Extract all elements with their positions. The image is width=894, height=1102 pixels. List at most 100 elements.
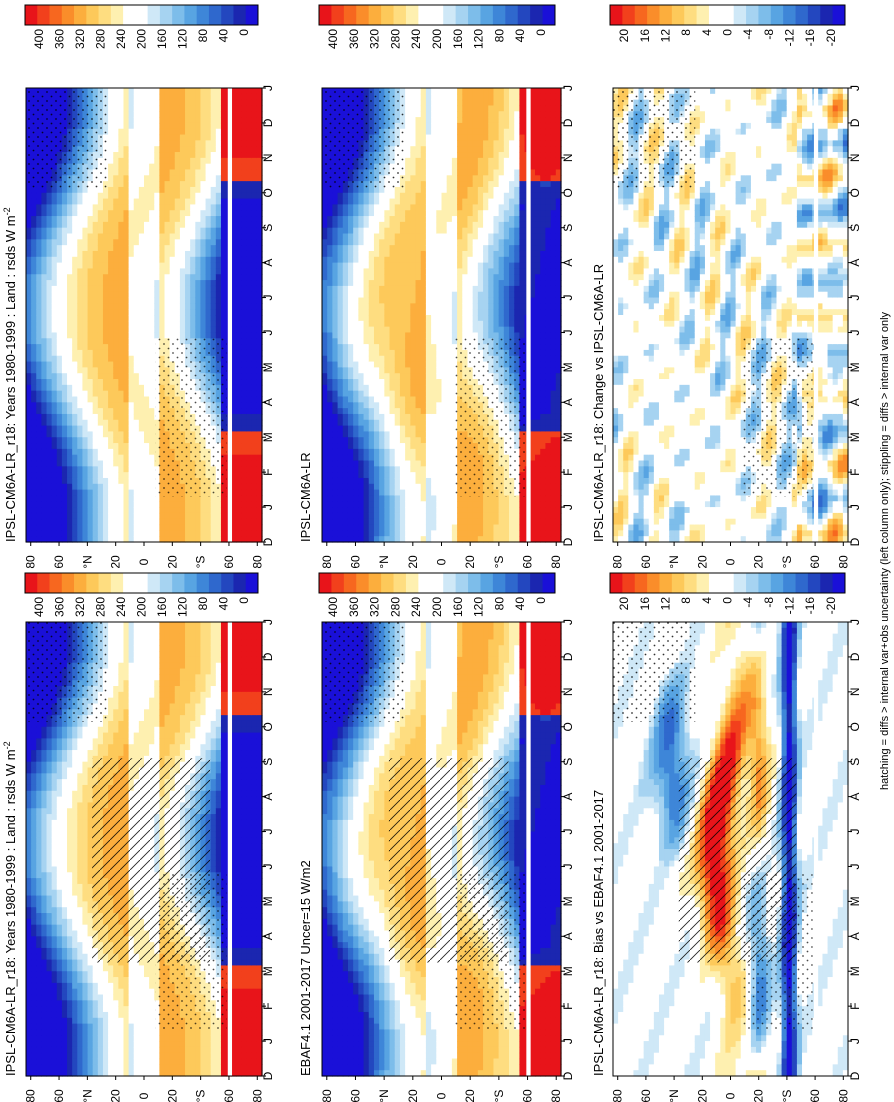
heatmap-cell xyxy=(36,954,42,960)
heatmap-cell xyxy=(67,727,73,733)
heatmap-cell xyxy=(144,1047,150,1053)
heatmap-cell xyxy=(57,878,63,884)
heatmap-cell xyxy=(144,622,150,628)
heatmap-cell xyxy=(62,1018,68,1024)
heatmap-cell xyxy=(154,674,160,680)
heatmap-cell xyxy=(159,1053,165,1059)
heatmap-cell xyxy=(165,709,171,715)
heatmap-cell xyxy=(26,1047,32,1053)
heatmap-cell xyxy=(47,837,53,843)
heatmap-cell xyxy=(26,989,32,995)
heatmap-cell xyxy=(170,663,176,669)
heatmap-cell xyxy=(165,1064,171,1070)
heatmap-cell xyxy=(67,1018,73,1024)
heatmap-cell xyxy=(154,639,160,645)
heatmap-cell xyxy=(118,738,124,744)
heatmap-cell xyxy=(170,680,176,686)
heatmap-cell xyxy=(144,715,150,721)
heatmap-cell xyxy=(57,942,63,948)
heatmap-cell xyxy=(108,663,114,669)
heatmap-cell xyxy=(62,738,68,744)
heatmap-cell xyxy=(67,995,73,1001)
heatmap-cell xyxy=(62,1029,68,1035)
heatmap-cell xyxy=(77,750,83,756)
heatmap-cell xyxy=(82,1012,88,1018)
heatmap-cell xyxy=(77,814,83,820)
heatmap-cell xyxy=(41,942,47,948)
heatmap-cell xyxy=(134,1024,140,1030)
heatmap-cell xyxy=(57,948,63,954)
heatmap-cell xyxy=(26,738,32,744)
heatmap-cell xyxy=(123,1029,129,1035)
heatmap-cell xyxy=(26,756,32,762)
heatmap-cell xyxy=(139,1024,145,1030)
heatmap-cell xyxy=(134,622,140,628)
heatmap-cell xyxy=(41,925,47,931)
heatmap-cell xyxy=(41,936,47,942)
heatmap-cell xyxy=(98,721,104,727)
heatmap-cell xyxy=(123,1047,129,1053)
heatmap-cell xyxy=(149,639,155,645)
heatmap-cell xyxy=(144,657,150,663)
heatmap-cell xyxy=(149,1059,155,1065)
heatmap-cell xyxy=(108,657,114,663)
heatmap-cell xyxy=(149,721,155,727)
heatmap-cell xyxy=(113,1053,119,1059)
heatmap-cell xyxy=(129,639,135,645)
heatmap-cell xyxy=(139,1018,145,1024)
heatmap-cell xyxy=(26,896,32,902)
heatmap-cell xyxy=(47,1012,53,1018)
heatmap-cell xyxy=(41,1053,47,1059)
heatmap-cell xyxy=(82,901,88,907)
heatmap-cell xyxy=(57,1012,63,1018)
heatmap-cell xyxy=(26,727,32,733)
heatmap-cell xyxy=(118,1047,124,1053)
heatmap-cell xyxy=(72,808,78,814)
heatmap-cell xyxy=(98,977,104,983)
heatmap-cell xyxy=(113,1059,119,1065)
heatmap-cell xyxy=(108,733,114,739)
heatmap-cell xyxy=(82,884,88,890)
heatmap-cell xyxy=(36,843,42,849)
heatmap-cell xyxy=(139,703,145,709)
heatmap-cell xyxy=(36,768,42,774)
heatmap-cell xyxy=(170,651,176,657)
heatmap-cell xyxy=(113,965,119,971)
heatmap-cell xyxy=(62,866,68,872)
heatmap-cell xyxy=(77,919,83,925)
heatmap-cell xyxy=(41,948,47,954)
heatmap-cell xyxy=(62,896,68,902)
heatmap-cell xyxy=(82,733,88,739)
heatmap-cell xyxy=(154,733,160,739)
heatmap-cell xyxy=(98,1064,104,1070)
heatmap-cell xyxy=(47,721,53,727)
heatmap-cell xyxy=(129,1018,135,1024)
heatmap-cell xyxy=(67,907,73,913)
heatmap-cell xyxy=(41,1018,47,1024)
heatmap-cell xyxy=(129,1000,135,1006)
heatmap-cell xyxy=(134,692,140,698)
heatmap-cell xyxy=(41,1041,47,1047)
heatmap-cell xyxy=(67,843,73,849)
heatmap-cell xyxy=(82,890,88,896)
heatmap-cell xyxy=(159,709,165,715)
heatmap-cell xyxy=(62,727,68,733)
heatmap-cell xyxy=(118,634,124,640)
heatmap-cell xyxy=(149,977,155,983)
heatmap-cell xyxy=(72,965,78,971)
heatmap-cell xyxy=(165,1035,171,1041)
heatmap-cell xyxy=(52,942,58,948)
heatmap-cell xyxy=(62,878,68,884)
heatmap-cell xyxy=(72,814,78,820)
heatmap-cell xyxy=(129,1047,135,1053)
heatmap-cell xyxy=(47,1029,53,1035)
heatmap-cell xyxy=(139,1012,145,1018)
heatmap-cell xyxy=(52,930,58,936)
heatmap-cell xyxy=(67,1000,73,1006)
heatmap-cell xyxy=(129,738,135,744)
heatmap-cell xyxy=(26,832,32,838)
heatmap-cell xyxy=(36,1018,42,1024)
heatmap-cell xyxy=(98,1018,104,1024)
heatmap-cell xyxy=(82,942,88,948)
heatmap-cell xyxy=(77,977,83,983)
